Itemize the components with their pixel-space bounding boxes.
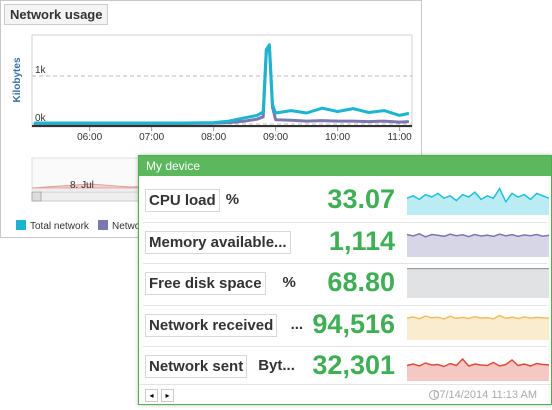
metric-value: 68.80 bbox=[327, 267, 395, 297]
legend-label: Total network bbox=[30, 221, 90, 232]
sparkline-line bbox=[406, 187, 550, 204]
sparkline bbox=[406, 187, 550, 215]
device-header bbox=[139, 156, 551, 176]
sparkline-area bbox=[407, 188, 549, 215]
row-divider bbox=[143, 304, 547, 306]
legend-swatch bbox=[16, 220, 26, 230]
metric-unit: % bbox=[225, 191, 240, 208]
device-title: My device bbox=[146, 159, 201, 173]
x-tick-label: 06:00 bbox=[77, 132, 102, 143]
y-tick-label: 1k bbox=[35, 65, 47, 76]
card-title: Network usage bbox=[4, 4, 109, 25]
metric-value: 94,516 bbox=[312, 308, 395, 339]
legend-swatch bbox=[98, 220, 108, 230]
sparkline bbox=[406, 232, 550, 257]
footer-divider bbox=[139, 384, 551, 385]
x-tick-label: 09:00 bbox=[263, 132, 288, 143]
row-divider bbox=[143, 221, 547, 223]
sparkline bbox=[407, 268, 549, 298]
scroll-left bbox=[31, 191, 42, 202]
y-tick-label: 0k bbox=[35, 113, 47, 124]
row-divider bbox=[143, 346, 547, 347]
x-tick-label: 10:00 bbox=[325, 132, 350, 143]
sparkline-line bbox=[406, 357, 550, 368]
metric-unit: % bbox=[282, 274, 296, 291]
sparkline bbox=[406, 314, 550, 340]
metric-label: Network received bbox=[145, 313, 278, 337]
metric-value: 33.07 bbox=[327, 184, 395, 214]
sparkline-area bbox=[407, 315, 549, 340]
metric-value: 1,114 bbox=[328, 225, 395, 256]
series-line bbox=[33, 45, 409, 125]
metric-unit: Byt... bbox=[258, 357, 295, 374]
legend-label: Network bbox=[112, 221, 150, 232]
metric-unit: ... bbox=[290, 315, 304, 333]
plot-frame bbox=[31, 34, 413, 128]
next-button[interactable]: ▸ bbox=[161, 389, 174, 402]
sparkline-area bbox=[407, 268, 549, 298]
y-axis-label: Kilobytes bbox=[12, 57, 23, 102]
navigator-label: 8. Jul bbox=[70, 180, 94, 191]
x-tick-label: 07:00 bbox=[139, 132, 164, 143]
metric-label: Free disk space bbox=[145, 272, 266, 295]
series-line bbox=[33, 43, 410, 125]
sparkline-area bbox=[407, 359, 549, 381]
metric-label: CPU load bbox=[145, 189, 220, 212]
prev-button[interactable]: ◂ bbox=[145, 389, 158, 402]
row-divider bbox=[143, 263, 547, 264]
sparkline-line bbox=[406, 232, 550, 238]
timestamp: 07/14/2014 11:13 AM bbox=[433, 389, 537, 401]
metric-value: 32,301 bbox=[312, 350, 395, 380]
sparkline-line bbox=[406, 314, 550, 320]
sparkline-area bbox=[407, 233, 549, 257]
x-tick-label: 08:00 bbox=[201, 132, 226, 143]
x-tick-label: 11:00 bbox=[387, 132, 412, 143]
clock-icon bbox=[429, 390, 439, 400]
sparkline bbox=[406, 357, 550, 381]
device-panel: My device ◂ ▸ 07/14/2014 11:13 AM CPU lo… bbox=[138, 155, 552, 405]
metric-label: Memory available... bbox=[145, 230, 291, 254]
metric-label: Network sent bbox=[145, 355, 248, 378]
